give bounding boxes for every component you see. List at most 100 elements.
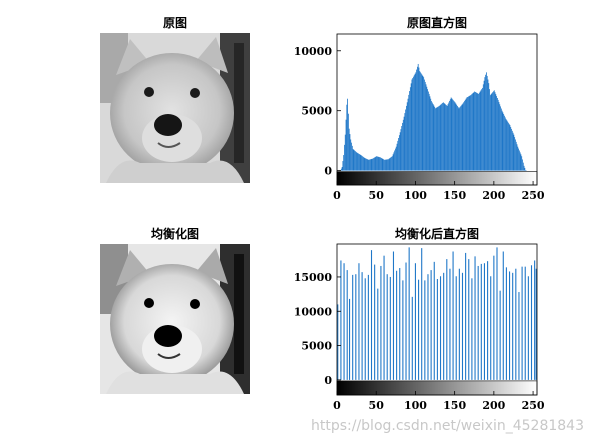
histogram-bars — [337, 63, 527, 171]
histogram-bar — [408, 94, 410, 171]
histogram-bar — [425, 84, 427, 171]
histogram-bar — [365, 158, 367, 171]
histogram-bar — [417, 66, 418, 171]
histogram-bar — [507, 121, 508, 171]
histogram-bar — [351, 145, 353, 171]
histogram-bar — [431, 102, 433, 171]
y-tick-label: 5000 — [301, 105, 332, 118]
histogram-bar — [379, 157, 381, 171]
histogram-bar — [347, 113, 349, 171]
histogram-bar — [509, 125, 511, 171]
histogram-bar — [518, 148, 519, 171]
histogram-bar — [362, 156, 364, 171]
histogram-bar — [513, 134, 515, 171]
histogram-bar — [495, 94, 497, 171]
histogram-bar — [366, 158, 367, 171]
histogram-bar — [345, 119, 347, 171]
histogram-bar — [360, 155, 362, 171]
histogram-bar — [438, 105, 440, 171]
histogram-bar — [361, 155, 363, 171]
histogram-bar — [523, 165, 525, 171]
histogram-bar — [490, 94, 492, 171]
histogram-bar — [501, 110, 503, 171]
histogram-bar — [431, 101, 432, 171]
histogram-bar — [386, 159, 388, 171]
histogram-bar — [467, 96, 469, 171]
histogram-bar — [364, 158, 366, 171]
histogram-bar — [486, 75, 488, 171]
histogram-bar — [500, 106, 501, 171]
histogram-bar — [475, 92, 477, 171]
histogram-bar — [368, 159, 370, 171]
histogram-bar — [471, 93, 473, 171]
histogram-bar — [439, 105, 441, 171]
histogram-bar — [402, 119, 404, 171]
histogram-bar — [500, 108, 502, 171]
histogram-bar — [405, 109, 407, 171]
x-tick-label: 150 — [443, 189, 466, 202]
x-tick-label: 150 — [443, 399, 466, 412]
histogram-bar — [356, 152, 358, 171]
histogram-bar — [390, 157, 392, 171]
histogram-bar — [511, 128, 512, 171]
histogram-bar — [460, 106, 461, 171]
histogram-bar — [343, 155, 345, 171]
histogram-bar — [347, 98, 348, 171]
histogram-bar — [397, 140, 399, 171]
histogram-bar — [435, 107, 437, 171]
histogram-bar — [503, 114, 505, 171]
histogram-bar — [504, 115, 505, 171]
x-tick-label: 200 — [482, 399, 505, 412]
histogram-bar — [463, 102, 465, 171]
histogram-bar — [400, 129, 402, 171]
histogram-bar — [466, 97, 468, 171]
histogram-bar — [342, 161, 344, 171]
histogram-bar — [384, 159, 385, 171]
histogram-bar — [413, 76, 414, 171]
histogram-bar — [377, 156, 378, 171]
histogram-bar — [435, 108, 436, 171]
histogram-bar — [483, 80, 485, 171]
histogram-bar — [380, 157, 382, 171]
histogram-bar — [524, 167, 526, 171]
histogram-bar — [440, 104, 442, 171]
histogram-bar — [437, 106, 439, 171]
histogram-bar — [383, 159, 385, 171]
axes-frame — [336, 33, 538, 186]
histogram-bar — [422, 75, 424, 171]
histogram-bar — [410, 83, 412, 171]
histogram-bar — [395, 148, 396, 171]
histogram-bar — [395, 146, 397, 171]
histogram-bar — [489, 89, 490, 171]
histogram-bar — [505, 119, 507, 171]
histogram-bar — [359, 154, 361, 171]
histogram-bar — [469, 95, 471, 171]
histogram-bar — [454, 102, 456, 171]
histogram-bar — [460, 105, 462, 171]
histogram-bar — [456, 104, 458, 171]
histogram-bar — [498, 102, 500, 171]
original-histogram: 0 50 100 150 200 250 0 5000 10000 — [294, 33, 545, 202]
histogram-bar — [514, 137, 516, 171]
histogram-bar — [367, 159, 369, 171]
histogram-bar — [489, 95, 491, 171]
histogram-bar — [428, 93, 430, 171]
histogram-bar — [392, 154, 394, 171]
histogram-bar — [510, 126, 512, 171]
histogram-bar — [449, 100, 450, 171]
histogram-bar — [464, 99, 466, 171]
histogram-bar — [424, 79, 425, 171]
histogram-bar — [398, 138, 399, 171]
histogram-bar — [457, 107, 459, 171]
histogram-bar — [522, 162, 524, 171]
histogram-bar — [497, 97, 498, 171]
histogram-bar — [406, 105, 407, 171]
histogram-bar — [387, 159, 388, 171]
histogram-bar — [452, 99, 454, 171]
x-tick-label: 50 — [369, 399, 385, 412]
histogram-bar — [369, 159, 370, 171]
histogram-bar — [482, 87, 483, 171]
equalized-histogram-title: 均衡化后直方图 — [394, 227, 479, 241]
equalized-histogram: 0 50 100 150 200 250 0 5000 10000 15000 — [294, 243, 545, 412]
histogram-bar — [445, 104, 447, 171]
